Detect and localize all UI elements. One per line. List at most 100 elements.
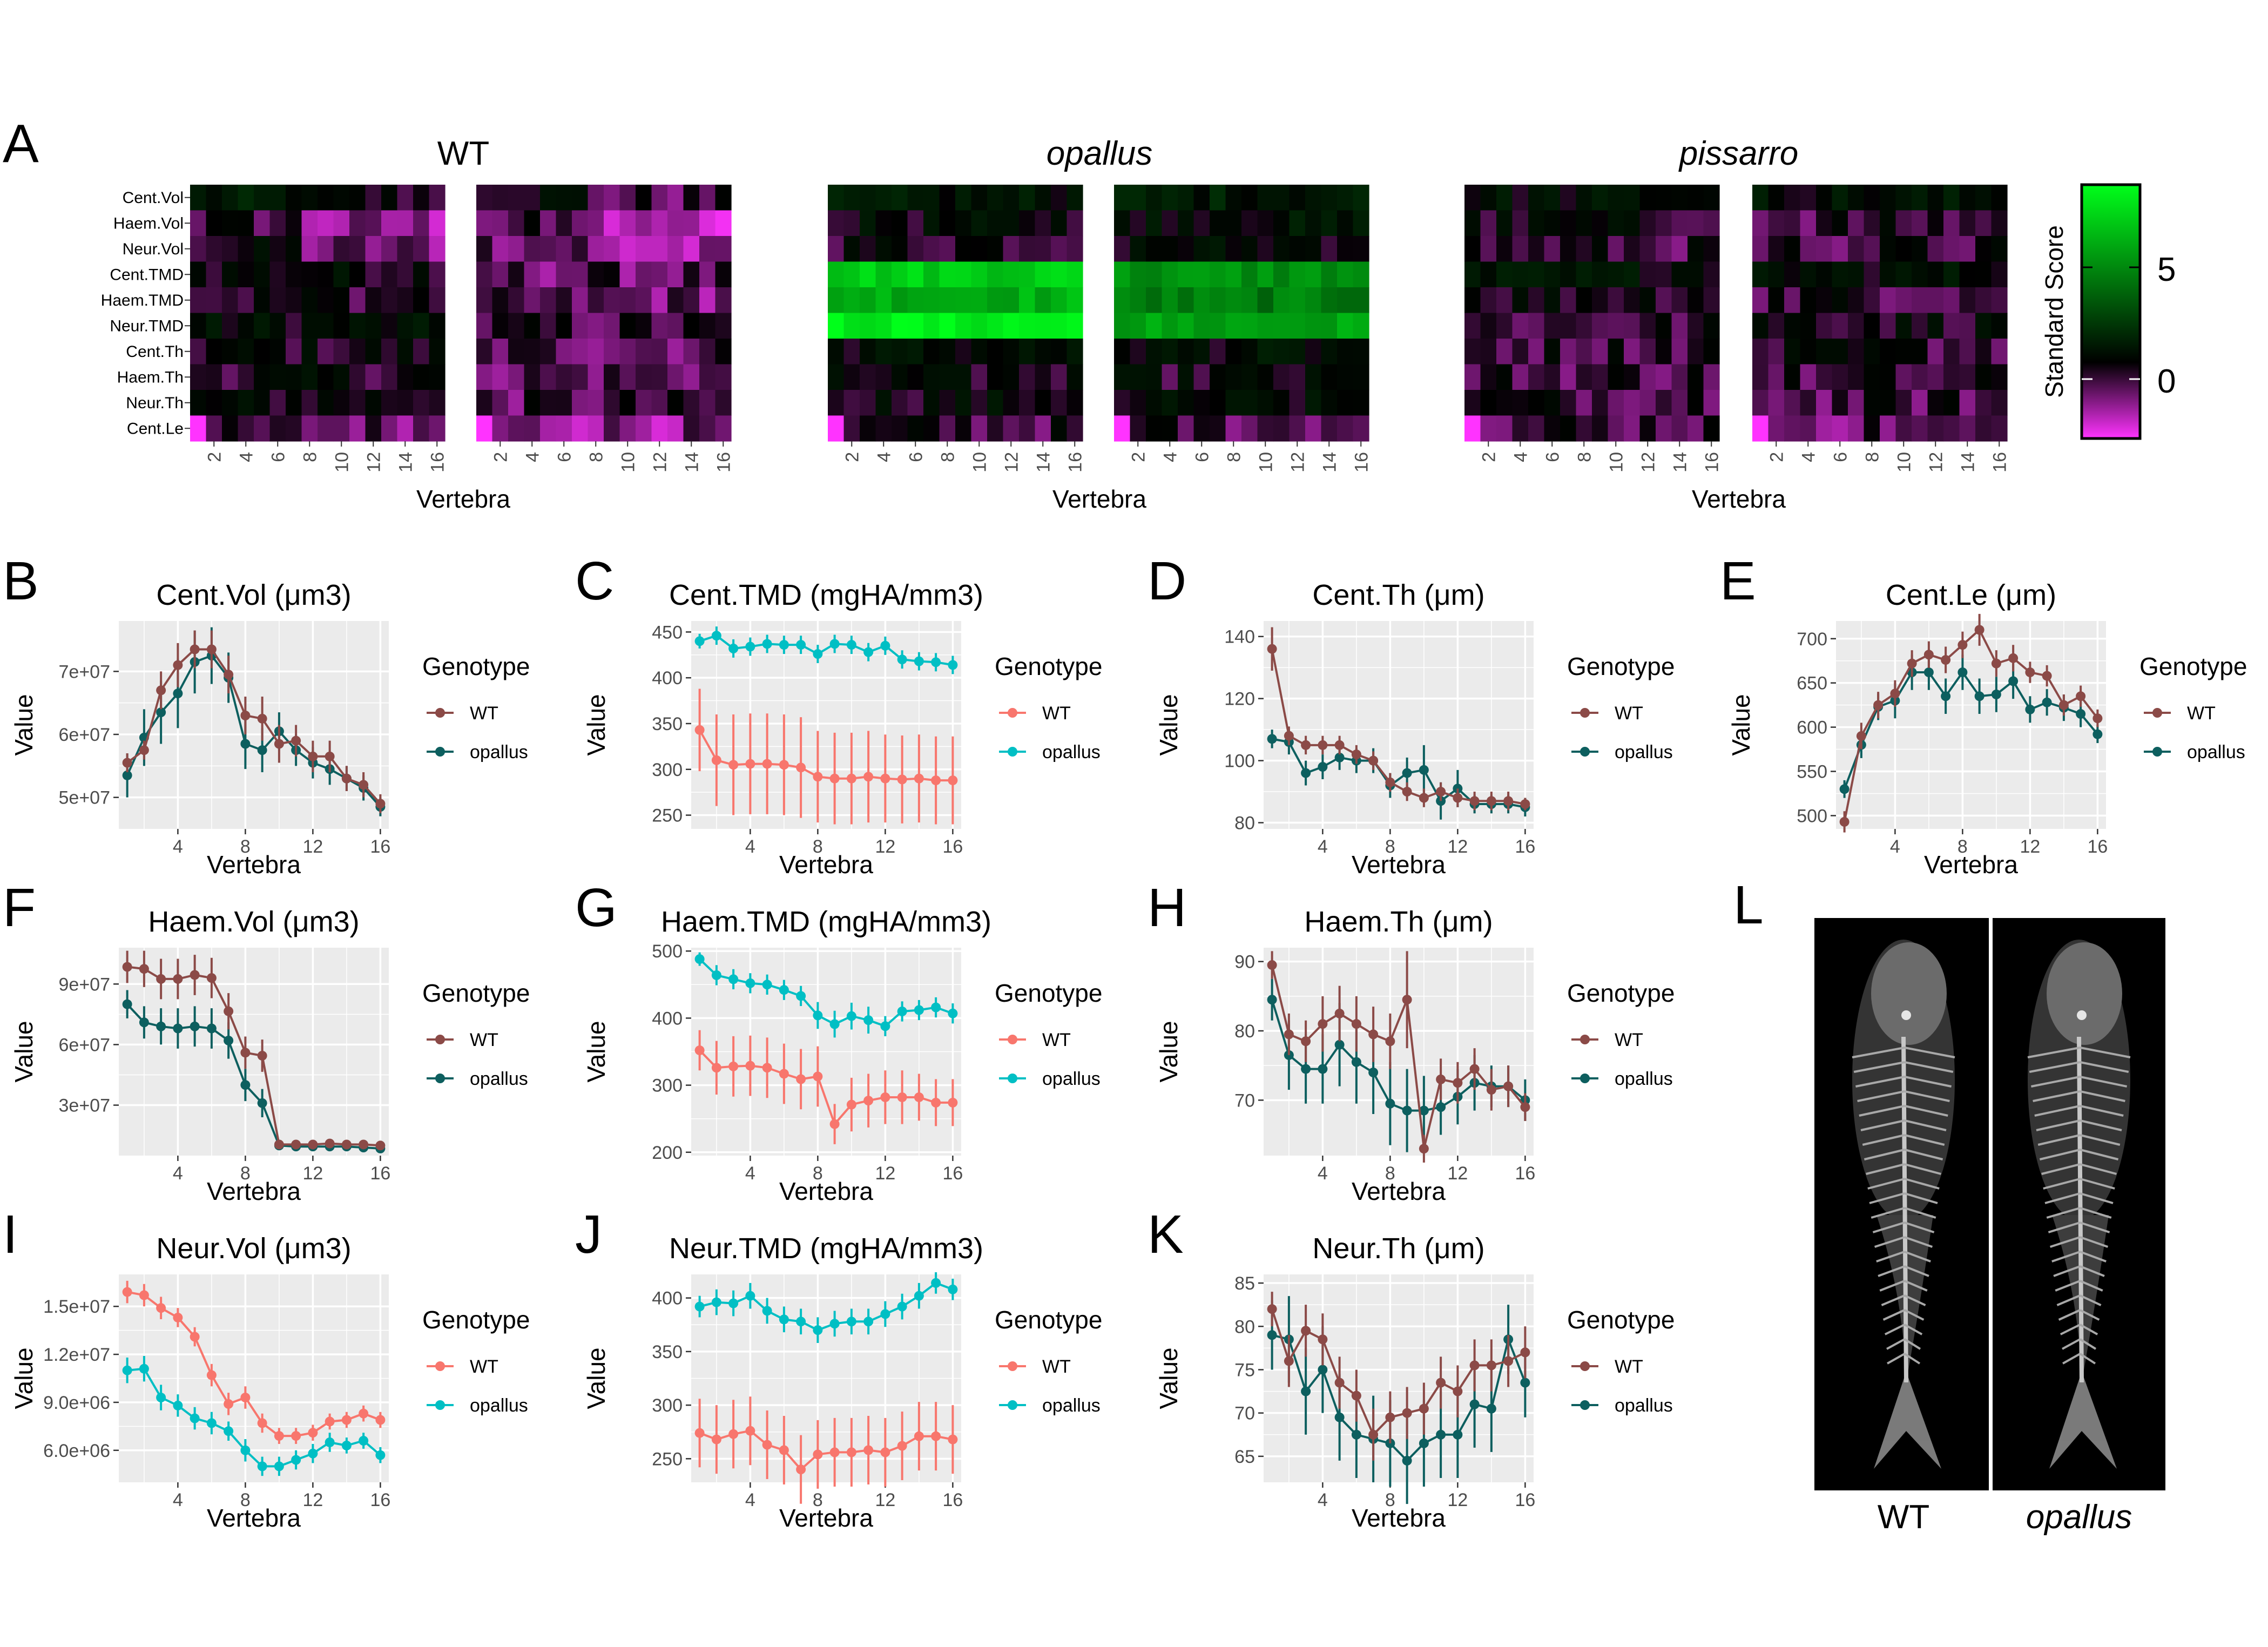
heatmap-cell bbox=[413, 415, 430, 442]
panel-label: G bbox=[575, 878, 617, 938]
heatmap-cell bbox=[683, 364, 700, 390]
heatmap-cell bbox=[1816, 339, 1833, 365]
data-point bbox=[948, 660, 958, 670]
heatmap-cell bbox=[651, 287, 668, 314]
data-point bbox=[173, 660, 183, 670]
x-tick-label: 16 bbox=[2087, 836, 2108, 857]
heatmap-cell bbox=[492, 339, 509, 365]
heatmap-cell bbox=[828, 185, 845, 211]
legend-title: Genotype bbox=[995, 979, 1102, 1007]
heatmap-cell bbox=[1241, 364, 1258, 390]
heatmap-cell bbox=[715, 236, 732, 262]
heatmap-cell bbox=[955, 390, 972, 416]
heatmap-cell bbox=[907, 185, 924, 211]
heatmap-cell bbox=[923, 313, 940, 339]
data-point bbox=[1486, 796, 1496, 806]
x-axis-label: Vertebra bbox=[779, 1177, 873, 1205]
heatmap-cell bbox=[1528, 185, 1545, 211]
heatmap-cell bbox=[524, 415, 541, 442]
heatmap-cell bbox=[955, 339, 972, 365]
series-opallus bbox=[122, 1356, 386, 1476]
heatmap-cell bbox=[365, 236, 382, 262]
data-point bbox=[359, 780, 369, 790]
heatmap-cell bbox=[556, 415, 572, 442]
x-tick-label: 16 bbox=[942, 1163, 963, 1184]
heatmap-cell bbox=[206, 313, 222, 339]
x-axis-label: Vertebra bbox=[207, 1177, 301, 1205]
legend-title: Genotype bbox=[422, 979, 530, 1007]
heatmap-cell bbox=[508, 210, 525, 237]
heatmap-x-axis-label: Vertebra bbox=[1692, 485, 1786, 513]
data-point bbox=[240, 711, 251, 720]
data-point bbox=[1402, 995, 1412, 1005]
data-point bbox=[711, 1063, 721, 1073]
heatmap-cell bbox=[318, 313, 334, 339]
heatmap-cell bbox=[1752, 287, 1769, 314]
heatmap-cell bbox=[1480, 313, 1497, 339]
heatmap-x-tick-label: 4 bbox=[1798, 452, 1819, 462]
heatmap-cell bbox=[1656, 364, 1672, 390]
series-line bbox=[699, 1049, 953, 1126]
data-point bbox=[139, 745, 149, 755]
heatmap-cell bbox=[349, 261, 366, 288]
heatmap-cell bbox=[333, 339, 350, 365]
x-tick-label: 16 bbox=[1515, 1163, 1535, 1184]
heatmap-cell bbox=[1880, 236, 1896, 262]
heatmap-cell bbox=[1512, 415, 1529, 442]
data-point bbox=[863, 772, 874, 782]
heatmap-cell bbox=[476, 415, 493, 442]
heatmap-cell bbox=[619, 390, 636, 416]
data-point bbox=[1368, 1429, 1379, 1440]
heatmap-x-tick-label: 8 bbox=[937, 452, 958, 462]
heatmap-cell bbox=[1512, 364, 1529, 390]
heatmap-cell bbox=[1816, 236, 1833, 262]
heatmap-cell bbox=[1943, 261, 1960, 288]
heatmap-cell bbox=[1257, 390, 1274, 416]
heatmap-cell bbox=[238, 339, 254, 365]
data-point bbox=[1385, 777, 1395, 787]
heatmap-cell bbox=[397, 185, 414, 211]
x-tick-label: 4 bbox=[173, 836, 183, 857]
heatmap-cell bbox=[1639, 313, 1656, 339]
data-point bbox=[914, 656, 924, 666]
data-point bbox=[224, 1426, 234, 1436]
heatmap-cell bbox=[1959, 236, 1976, 262]
data-point bbox=[1419, 765, 1429, 775]
heatmap-cell bbox=[1035, 236, 1051, 262]
heatmap-cell bbox=[955, 287, 972, 314]
y-tick-label: 200 bbox=[652, 1143, 683, 1163]
legend-label: opallus bbox=[470, 1395, 528, 1416]
heatmap-cell bbox=[492, 390, 509, 416]
heatmap-cell bbox=[1991, 390, 2008, 416]
heatmap-cell bbox=[699, 364, 716, 390]
data-point bbox=[291, 1139, 301, 1150]
chart-i: I Neur.Vol (μm3)6.0e+069.0e+061.2e+071.5e… bbox=[3, 1204, 530, 1532]
data-point bbox=[341, 773, 352, 784]
fish-rib bbox=[1904, 1192, 1938, 1204]
data-point bbox=[779, 1445, 789, 1455]
heatmap-cell bbox=[1959, 313, 1976, 339]
chart-title: Cent.Le (μm) bbox=[1886, 579, 2056, 611]
heatmap-cell bbox=[365, 364, 382, 390]
data-point bbox=[1453, 1078, 1463, 1088]
heatmap-cell bbox=[667, 339, 684, 365]
heatmap-cell bbox=[1768, 415, 1785, 442]
heatmap-cell bbox=[939, 415, 956, 442]
heatmap-cell bbox=[1768, 287, 1785, 314]
heatmap-cell bbox=[1639, 236, 1656, 262]
heatmap-cell bbox=[1832, 313, 1848, 339]
heatmap-cell bbox=[1832, 185, 1848, 211]
heatmap-cell bbox=[619, 415, 636, 442]
panel-label-l: L bbox=[1733, 875, 1764, 935]
heatmap-cell bbox=[1353, 364, 1369, 390]
heatmap-cell bbox=[1688, 287, 1704, 314]
x-tick-label: 16 bbox=[1515, 1490, 1535, 1510]
heatmap-cell bbox=[1656, 390, 1672, 416]
x-tick-label: 4 bbox=[173, 1163, 183, 1184]
series-line bbox=[1271, 964, 1526, 1149]
fish-rib bbox=[1869, 1192, 1905, 1204]
heatmap-cell bbox=[1592, 390, 1609, 416]
heatmap-cell bbox=[1178, 390, 1194, 416]
heatmap-cell bbox=[1639, 415, 1656, 442]
